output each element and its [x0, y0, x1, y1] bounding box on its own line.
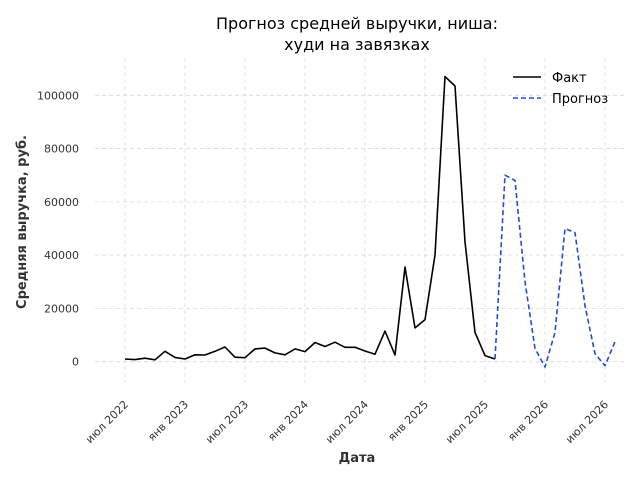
x-tick-label: янв 2026 [505, 398, 551, 444]
grid [95, 58, 625, 383]
x-axis-ticks: июл 2022 янв 2023 июл 2023 янв 2024 июл 2024… [83, 398, 611, 446]
y-tick-label: 100000 [37, 89, 79, 102]
forecast-series-line [494, 174, 616, 368]
x-tick-label: июл 2025 [443, 398, 491, 446]
x-tick-label: янв 2023 [145, 398, 191, 444]
x-tick-label: июл 2022 [83, 398, 131, 446]
chart-title-line2: худи на завязках [284, 35, 430, 54]
y-axis-label: Средняя выручка, руб. [15, 135, 30, 309]
x-tick-label: июл 2024 [323, 398, 371, 446]
y-axis-ticks: 0 20000 40000 60000 80000 100000 [37, 89, 79, 368]
x-tick-label: июл 2026 [563, 398, 611, 446]
x-tick-label: янв 2024 [265, 398, 311, 444]
y-tick-label: 80000 [44, 143, 79, 156]
y-tick-label: 40000 [44, 249, 79, 262]
series-lines [124, 75, 616, 368]
legend: Факт Прогноз [513, 71, 608, 107]
x-axis-label: Дата [339, 451, 376, 466]
legend-label-forecast: Прогноз [552, 92, 608, 107]
x-tick-label: янв 2025 [385, 398, 431, 444]
legend-label-fact: Факт [552, 71, 587, 86]
fact-series-line [124, 75, 496, 361]
y-tick-label: 60000 [44, 196, 79, 209]
y-tick-label: 0 [72, 356, 79, 369]
x-tick-label: июл 2023 [203, 398, 251, 446]
chart-title-line1: Прогноз средней выручки, ниша: [216, 14, 498, 33]
y-tick-label: 20000 [44, 302, 79, 315]
